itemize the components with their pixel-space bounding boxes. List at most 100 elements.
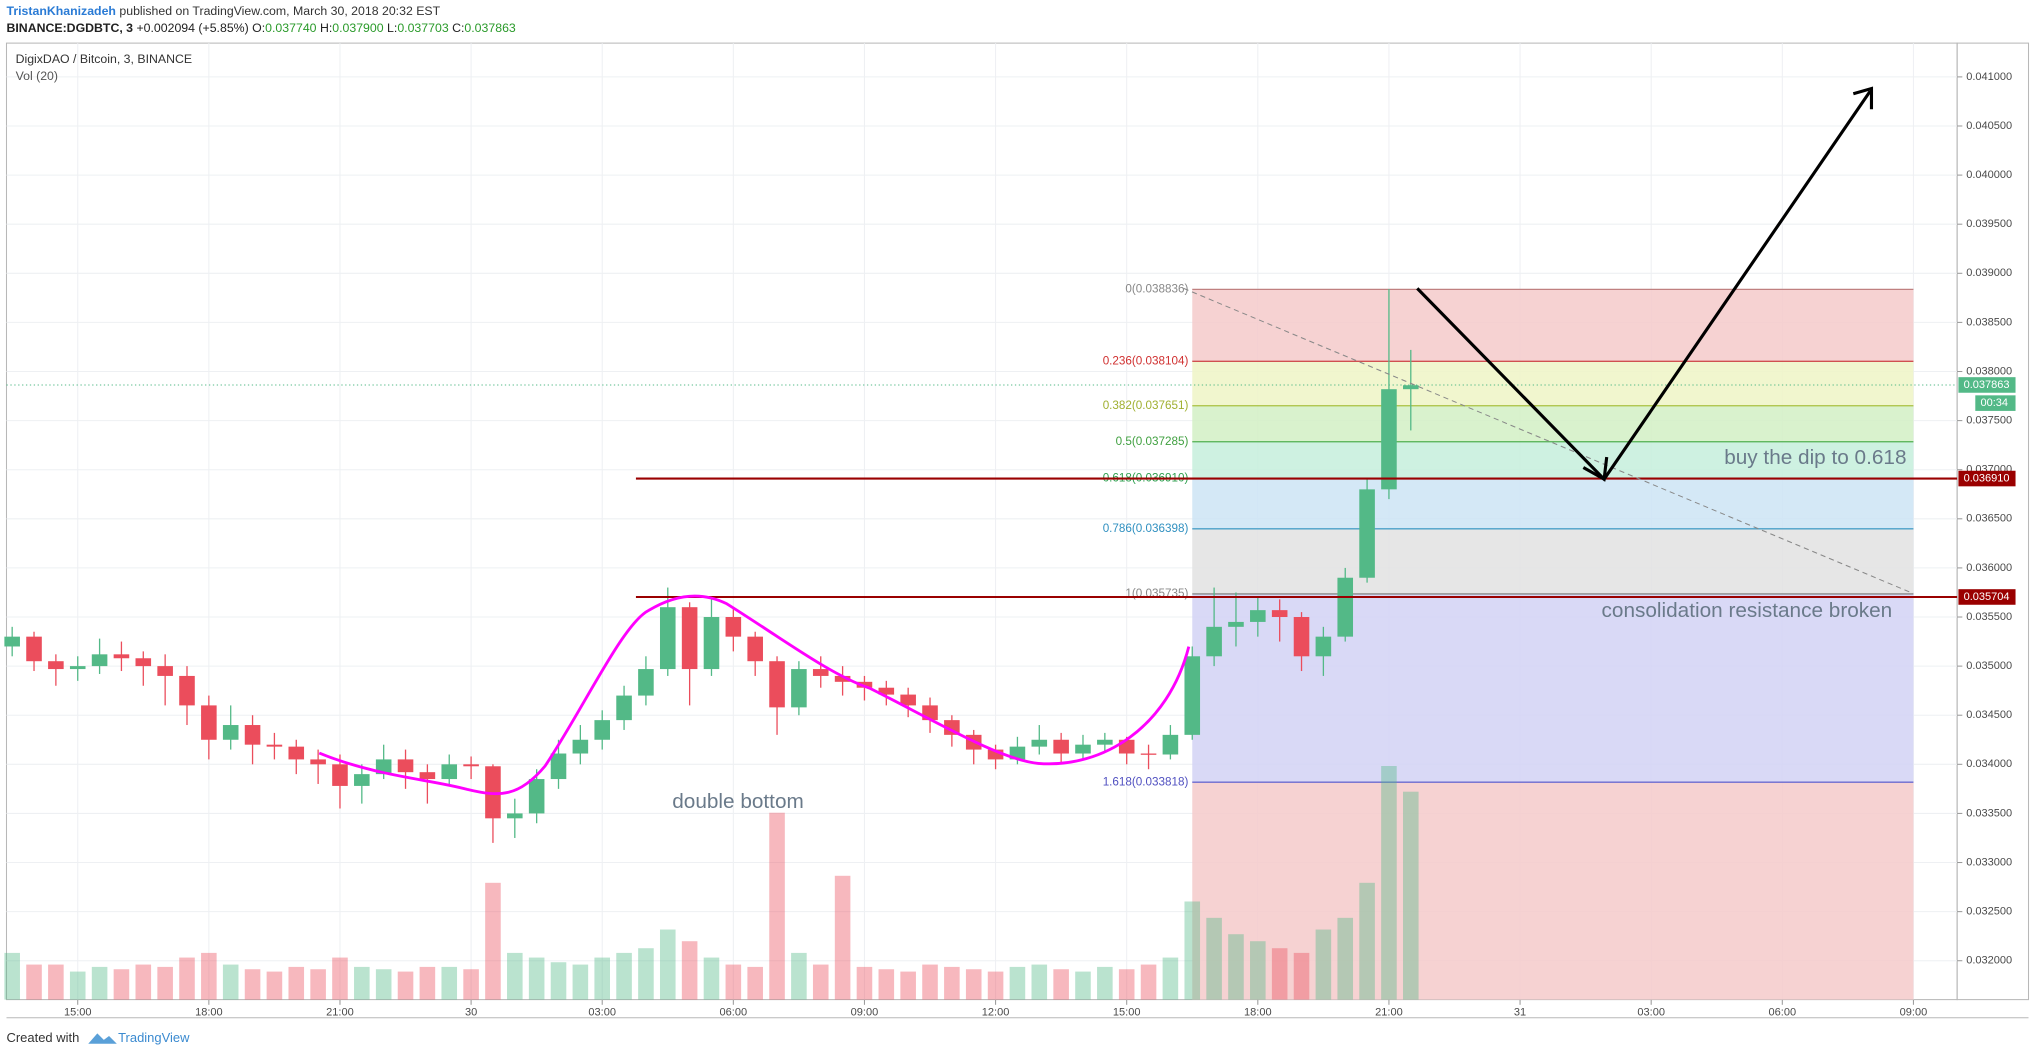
h-label: H: (320, 21, 332, 35)
candle-body (113, 654, 130, 659)
fib-band (1192, 782, 1914, 1000)
x-tick-label: 09:00 (1900, 1006, 1928, 1018)
y-tick-label: 0.032000 (1966, 955, 2012, 967)
fib-band (1192, 361, 1914, 406)
candle-body (69, 666, 86, 670)
volume-bar (900, 971, 916, 1000)
volume-bar (572, 964, 589, 1000)
y-tick-label: 0.039500 (1966, 218, 2012, 230)
y-tick-label: 0.035500 (1966, 611, 2012, 623)
volume-bar (856, 966, 873, 1000)
y-tick-label: 0.035000 (1966, 660, 2012, 672)
level-tag-label: 0.036910 (1964, 472, 2010, 484)
volume-bar (944, 966, 960, 1000)
volume (4, 766, 1419, 1000)
brand-logo (88, 1033, 117, 1044)
trend-dashed (1183, 287, 1914, 594)
volume-bar (1140, 964, 1157, 1000)
candle-body (1403, 385, 1419, 390)
candle-body (48, 661, 64, 670)
candle-body (4, 636, 20, 647)
volume-bar (310, 969, 326, 1000)
candle-body (1053, 739, 1069, 754)
volume-title: Vol (20) (16, 69, 58, 83)
candle-body (659, 607, 676, 670)
candle-body (1271, 610, 1288, 618)
candle-body (791, 669, 807, 708)
fib-label: 0.786(0.036398) (1103, 522, 1189, 535)
volume-bar (878, 969, 895, 1000)
h-value: 0.037900 (332, 21, 384, 35)
level-tag-label: 0.035704 (1964, 591, 2010, 603)
y-tick-label: 0.041000 (1966, 71, 2012, 83)
y-tick-label: 0.037500 (1966, 415, 2012, 427)
volume-bar (397, 971, 414, 1000)
volume-bar (1271, 948, 1288, 1000)
volume-bar (201, 952, 217, 1000)
volume-bar (179, 957, 195, 1000)
cup-curve (318, 594, 1191, 796)
countdown-label: 00:34 (1980, 397, 2008, 409)
fib-label: 0.5(0.037285) (1116, 435, 1189, 448)
price-axis-frame (1956, 42, 2030, 1001)
candle-body (834, 675, 851, 682)
volume-bar (791, 952, 807, 1000)
arrow-head (1852, 86, 1874, 110)
candle-body (157, 666, 173, 676)
volume-bar (157, 966, 173, 1000)
volume-bar (638, 948, 654, 1000)
candle-body (987, 749, 1004, 760)
footer-brand[interactable]: TradingView (118, 1030, 190, 1045)
candle-body (91, 654, 108, 667)
fib-label: 1(0.035735) (1125, 587, 1188, 600)
c-value: 0.037863 (464, 21, 516, 35)
volume-bar (703, 957, 720, 1000)
candle-body (550, 753, 567, 780)
volume-bar (1053, 969, 1069, 1000)
volume-bar (419, 966, 436, 1000)
volume-bar (616, 952, 632, 1000)
author[interactable]: TristanKhanizadeh (6, 4, 115, 18)
candle-body (26, 636, 42, 662)
arrow-head (1582, 456, 1609, 482)
y-tick-label: 0.034500 (1966, 709, 2012, 721)
candle-body (1315, 636, 1332, 657)
y-tick-label: 0.032500 (1966, 906, 2012, 918)
volume-bar (69, 971, 86, 1000)
candle-body (878, 687, 895, 695)
x-tick-label: 21:00 (1375, 1006, 1403, 1018)
fib-band (1192, 478, 1914, 529)
volume-bar (1250, 941, 1266, 1000)
candle-body (463, 764, 479, 767)
fib-label: 1.618(0.033818) (1103, 775, 1189, 788)
volume-bar (769, 812, 785, 1000)
volume-bar (725, 964, 742, 1000)
volume-bar (528, 957, 545, 1000)
volume-bar (1381, 766, 1397, 1000)
candle-body (747, 636, 763, 662)
annotation: consolidation resistance broken (1602, 599, 1893, 622)
candle-body (1097, 739, 1113, 745)
x-tick-label: 30 (465, 1006, 477, 1018)
annotation: double bottom (672, 790, 804, 813)
candle-body (1381, 389, 1397, 490)
y-tick-label: 0.038500 (1966, 316, 2012, 328)
volume-bar (1315, 929, 1332, 1000)
candle-body (638, 669, 654, 696)
annotation: buy the dip to 0.618 (1724, 446, 1906, 469)
y-tick-label: 0.033500 (1966, 807, 2012, 819)
y-tick-label: 0.036500 (1966, 513, 2012, 525)
x-tick-label: 06:00 (720, 1006, 748, 1018)
candle-body (332, 764, 348, 786)
last-price-label: 0.037863 (1964, 379, 2010, 391)
candle-body (528, 779, 545, 814)
volume-bar (463, 969, 479, 1000)
volume-bar (965, 969, 982, 1000)
volume-bar (922, 964, 938, 1000)
candle-body (572, 739, 589, 754)
fib-band (1192, 528, 1914, 594)
candle-body (201, 705, 217, 740)
candle-body (1337, 577, 1354, 637)
volume-bar (1184, 901, 1201, 1000)
x-tick-label: 12:00 (982, 1006, 1010, 1018)
